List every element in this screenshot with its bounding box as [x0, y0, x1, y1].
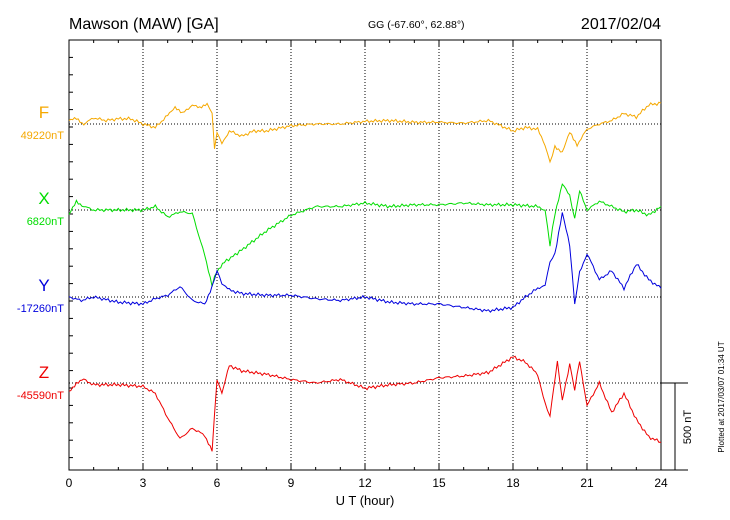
baseline-value-x: 6820nT	[27, 216, 65, 228]
date-label: 2017/02/04	[581, 16, 661, 33]
axis-ticks: 0 3 6 9 12 15 18 21 24	[66, 39, 668, 490]
scale-bar: 500 nT	[661, 382, 694, 471]
x-tick-label: 3	[140, 476, 147, 490]
series-line-y	[68, 212, 662, 313]
coordinates-label: GG (-67.60°, 62.88°)	[368, 19, 465, 31]
baseline-value-y: -17260nT	[17, 303, 64, 315]
baseline-value-f: 49220nT	[21, 130, 65, 142]
series-name-y: Y	[38, 276, 49, 295]
x-tick-label: 24	[654, 476, 668, 490]
series-labels: F 49220nT X 6820nT Y -17260nT Z -45590nT	[17, 103, 64, 402]
x-tick-label: 21	[580, 476, 594, 490]
scale-bar-label: 500 nT	[682, 410, 694, 445]
x-tick-label: 6	[214, 476, 221, 490]
series-line-z	[68, 355, 662, 452]
station-title: Mawson (MAW) [GA]	[69, 16, 219, 33]
x-tick-label: 18	[506, 476, 520, 490]
x-tick-label: 15	[432, 476, 446, 490]
series-name-z: Z	[39, 363, 49, 382]
x-tick-label: 0	[66, 476, 73, 490]
series-name-x: X	[38, 189, 49, 208]
plot-frame	[68, 39, 662, 471]
plotted-timestamp: Plotted at 2017/03/07 01:34 UT	[717, 341, 726, 452]
series-line-x	[68, 183, 662, 287]
x-tick-label: 12	[358, 476, 372, 490]
series-line-f	[68, 101, 662, 164]
baseline-value-z: -45590nT	[17, 390, 64, 402]
x-axis-label: U T (hour)	[336, 493, 395, 508]
series-group	[68, 101, 662, 452]
grid-lines	[69, 40, 661, 470]
x-tick-label: 9	[288, 476, 295, 490]
series-name-f: F	[39, 103, 49, 122]
